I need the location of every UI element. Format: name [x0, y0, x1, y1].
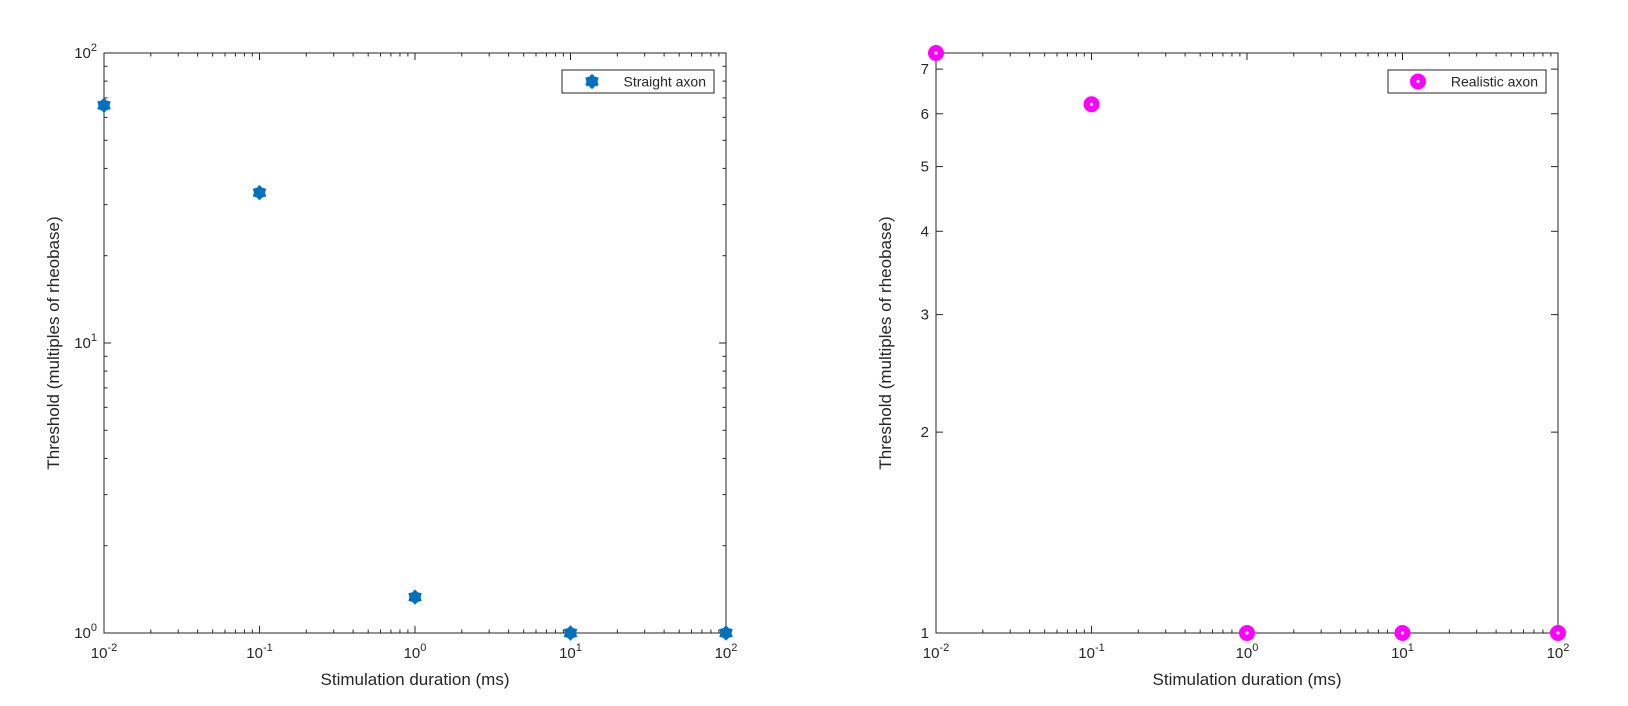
x-tick-label: 102: [715, 642, 738, 662]
data-point: [563, 625, 578, 641]
legend-marker: [1410, 73, 1426, 90]
data-point: [1394, 625, 1411, 641]
x-tick-label: 10-2: [923, 642, 949, 662]
y-tick-label: 100: [74, 622, 97, 642]
x-minor-ticks: [150, 53, 720, 633]
chart-1: 10-2 10-1 100 101 102 100 101 102 Stimulation du…: [44, 42, 737, 689]
y-tick-label: 3: [921, 307, 929, 324]
chart-2: 10-2 10-1 100 101 102 1 2 3 4 5 6 7 Stimulation dura…: [876, 45, 1570, 689]
y-tick-label: 5: [921, 159, 929, 176]
x-minor-ticks: [982, 53, 1552, 633]
x-tick-label: 10-1: [1078, 642, 1104, 662]
data-point: [928, 45, 944, 61]
legend-box: [561, 69, 715, 94]
x-axis-label: Stimulation duration (ms): [321, 670, 510, 689]
legend-box: [1387, 69, 1547, 94]
y-minor-ticks: [104, 65, 726, 547]
legend-label: Realistic axon: [1451, 74, 1538, 90]
series-1: [928, 45, 1566, 641]
data-point: [252, 184, 267, 201]
x-tick-label: 100: [1236, 642, 1259, 662]
x-tick-label: 101: [1391, 642, 1414, 662]
y-tick-label: 1: [921, 625, 929, 642]
legend: Realistic axon: [1387, 69, 1547, 94]
x-tick-label: 102: [1547, 642, 1570, 662]
x-tick-label: 101: [559, 642, 582, 662]
x-tick-label: 10-1: [246, 642, 272, 662]
plot-area: [103, 52, 727, 634]
x-tick-label: 100: [404, 642, 427, 662]
data-point: [408, 589, 422, 605]
y-tick-label: 6: [921, 106, 929, 123]
y-tick-label: 2: [921, 424, 929, 441]
data-point: [1239, 625, 1255, 641]
legend-marker: [585, 73, 599, 90]
y-axis-label: Threshold (multiples of rheobase): [876, 216, 895, 469]
data-point: [1083, 96, 1100, 113]
y-axis-label: Threshold (multiples of rheobase): [44, 216, 63, 469]
y-tick-label: 4: [921, 223, 929, 240]
y-tick-label: 101: [74, 332, 97, 352]
y-tick-label: 7: [921, 61, 929, 78]
data-point: [1550, 625, 1566, 641]
series-1: [97, 97, 733, 641]
legend: Straight axon: [561, 69, 715, 94]
legend-label: Straight axon: [624, 74, 707, 90]
x-axis-label: Stimulation duration (ms): [1153, 670, 1342, 689]
data-point: [719, 625, 733, 641]
y-tick-label: 102: [74, 42, 97, 62]
plot-area: [935, 52, 1559, 634]
x-tick-label: 10-2: [91, 642, 117, 662]
data-point: [97, 97, 111, 114]
